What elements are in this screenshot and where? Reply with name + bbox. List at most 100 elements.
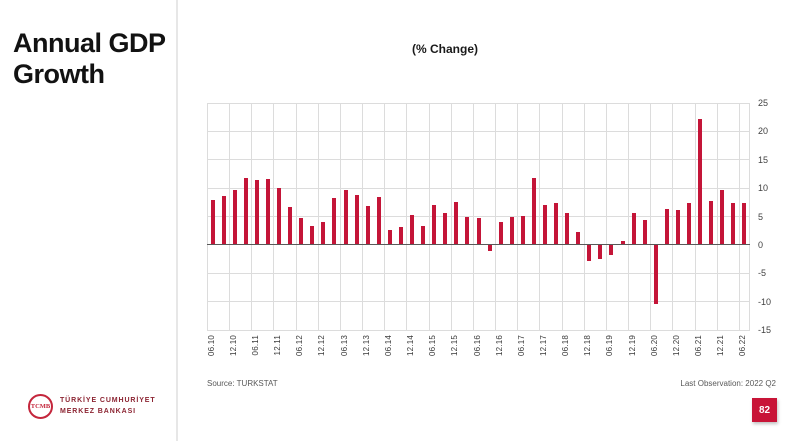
gdp-growth-bar (598, 244, 603, 260)
zero-line (207, 244, 750, 246)
h-gridline (207, 272, 750, 274)
h-gridline (207, 130, 750, 132)
x-tick-label: 12.12 (317, 335, 327, 357)
v-gridline (229, 103, 231, 330)
v-gridline (384, 103, 386, 330)
gdp-growth-bar (410, 214, 414, 245)
x-tick-label: 12.16 (494, 335, 504, 357)
gdp-growth-bar (443, 213, 448, 245)
x-tick-label: 12.20 (671, 335, 681, 357)
y-tick-label: -5 (758, 268, 767, 279)
v-gridline (561, 103, 563, 330)
gdp-growth-bar (675, 209, 680, 245)
gdp-growth-bar (243, 177, 248, 245)
x-tick-label: 12.15 (450, 335, 460, 357)
x-tick-label: 06.22 (738, 335, 748, 357)
y-tick-label: 15 (758, 154, 769, 165)
gdp-growth-bar (465, 217, 470, 245)
x-tick-label: 12.19 (627, 335, 637, 357)
h-gridline (207, 301, 750, 303)
last-observation-note: Last Observation: 2022 Q2 (680, 379, 776, 388)
gdp-growth-bar (365, 206, 370, 245)
gdp-growth-bar (698, 118, 703, 245)
gdp-growth-bar (709, 201, 714, 245)
gdp-growth-bar (454, 202, 459, 245)
v-gridline (605, 103, 607, 330)
v-gridline (495, 103, 497, 330)
page-title: Annual GDP Growth (13, 28, 166, 90)
y-tick-label: -15 (758, 325, 772, 335)
x-tick-label: 06.16 (472, 335, 482, 357)
x-tick-label: 12.17 (538, 335, 548, 357)
x-tick-label: 06.11 (250, 335, 260, 356)
gdp-growth-bar (631, 213, 636, 245)
v-gridline (428, 103, 430, 330)
gdp-growth-bar (509, 216, 514, 245)
tcmb-logo: TCMB TÜRKİYE CUMHURİYET MERKEZ BANKASI (28, 394, 156, 419)
tcmb-logo-emblem-icon: TCMB (28, 394, 53, 419)
tcmb-logo-monogram: TCMB (30, 403, 51, 410)
gdp-growth-bar (520, 215, 525, 245)
source-note: Source: TURKSTAT (207, 379, 278, 388)
v-gridline (295, 103, 297, 330)
gdp-growth-bar (609, 244, 614, 256)
h-gridline (207, 102, 750, 104)
x-tick-label: 12.18 (583, 335, 593, 357)
gdp-growth-bar (531, 178, 536, 245)
gdp-growth-bar (653, 244, 658, 304)
tcmb-logo-line2: MERKEZ BANKASI (60, 407, 136, 415)
gdp-growth-bar (376, 197, 381, 245)
gdp-growth-bar (565, 213, 570, 245)
x-tick-label: 06.15 (428, 335, 438, 357)
v-gridline (539, 103, 541, 330)
gdp-growth-bar (299, 217, 304, 245)
x-tick-label: 06.20 (649, 335, 659, 357)
gdp-growth-bar (288, 207, 293, 245)
gdp-growth-bar (620, 240, 625, 245)
gdp-growth-bar (232, 190, 237, 245)
x-tick-label: 06.12 (295, 335, 305, 357)
v-gridline (207, 103, 208, 330)
gdp-growth-bar (210, 200, 215, 245)
v-gridline (672, 103, 674, 330)
chart-title: (% Change) (412, 42, 478, 56)
gdp-growth-bar (731, 203, 736, 245)
gdp-growth-bar (310, 225, 315, 245)
tcmb-logo-line1: TÜRKİYE CUMHURİYET (60, 397, 156, 404)
v-gridline (273, 103, 275, 330)
gdp-growth-bar (554, 202, 559, 245)
y-tick-label: -10 (758, 296, 772, 307)
gdp-growth-bar (387, 230, 392, 245)
divider-line (176, 0, 178, 441)
h-gridline (207, 159, 750, 161)
gdp-growth-bar (332, 197, 337, 245)
x-tick-label: 06.21 (694, 335, 704, 357)
x-tick-label: 06.18 (561, 335, 571, 357)
gdp-growth-bar (476, 217, 481, 245)
x-tick-label: 12.14 (406, 335, 415, 357)
page-number-badge: 82 (752, 398, 777, 422)
gdp-growth-bar (587, 244, 592, 262)
gdp-growth-bar (343, 189, 348, 245)
x-tick-label: 06.19 (605, 335, 615, 357)
gdp-growth-bar (642, 220, 647, 245)
chart-plot-area (207, 102, 750, 331)
v-gridline (450, 103, 452, 330)
x-tick-label: 06.13 (339, 335, 349, 357)
gdp-growth-bar (221, 196, 226, 245)
gdp-growth-bar (576, 231, 581, 245)
x-tick-label: 06.10 (206, 335, 216, 357)
gdp-growth-bar (664, 208, 669, 245)
x-axis-labels: 06.10 12.10 06.11 12.11 06.12 12.12 06.13 12.13… (207, 333, 750, 373)
gdp-growth-bar (542, 204, 547, 245)
v-gridline (694, 103, 696, 330)
y-tick-label: 0 (758, 239, 764, 250)
gdp-growth-bar (254, 179, 259, 245)
x-tick-label: 12.21 (716, 335, 726, 357)
v-gridline (583, 103, 585, 330)
x-tick-label: 06.17 (516, 335, 526, 357)
gdp-growth-bar (432, 205, 437, 245)
v-gridline (517, 103, 519, 330)
x-tick-label: 12.13 (361, 335, 371, 357)
y-axis-labels: 25 20 15 10 5 0 -5 -10 -15 (756, 98, 796, 335)
